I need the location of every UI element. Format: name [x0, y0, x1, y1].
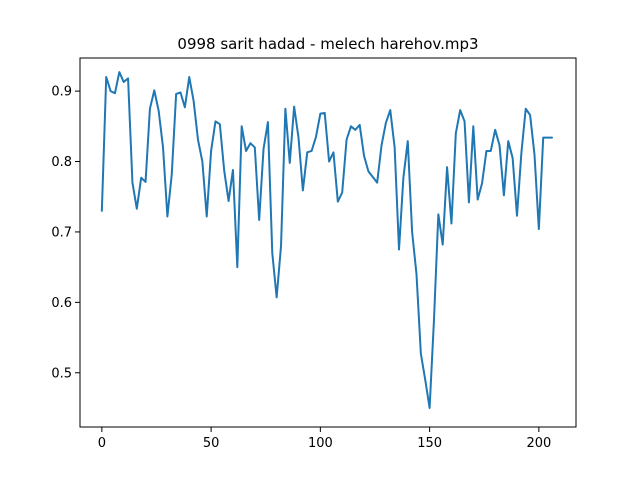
y-tick-label: 0.9	[51, 85, 72, 100]
y-tick-label: 0.7	[51, 225, 72, 240]
x-tick-label: 50	[203, 436, 220, 451]
x-tick-label: 0	[98, 436, 106, 451]
y-axis-ticks: 0.5 0.6 0.7 0.8 0.9	[51, 85, 80, 381]
series-line	[100, 71, 553, 409]
x-tick-label: 150	[417, 436, 442, 451]
x-tick-label: 200	[526, 436, 551, 451]
chart-title: 0998 sarit hadad - melech harehov.mp3	[177, 35, 478, 53]
x-axis-ticks: 0 50 100 150 200	[98, 427, 551, 451]
y-tick-label: 0.5	[51, 366, 72, 381]
y-tick-label: 0.6	[51, 296, 72, 311]
x-tick-label: 100	[308, 436, 333, 451]
y-tick-label: 0.8	[51, 155, 72, 170]
plot-area-frame	[79, 57, 577, 428]
